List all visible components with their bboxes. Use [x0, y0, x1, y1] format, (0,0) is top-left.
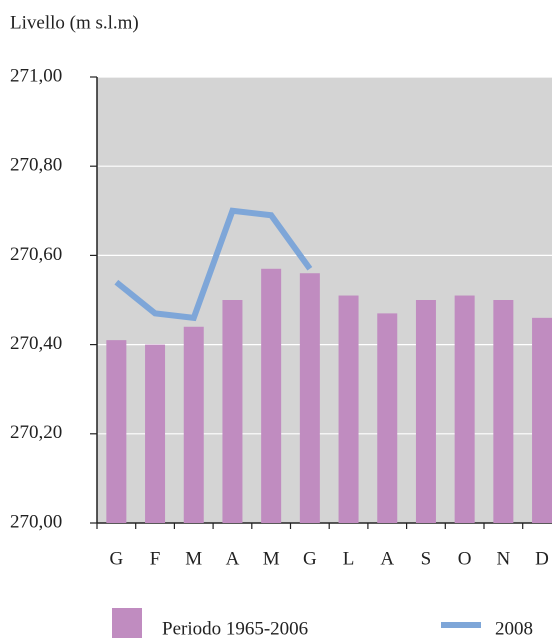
bar [454, 295, 475, 523]
legend-swatch [112, 608, 142, 638]
y-tick-label: 270,40 [10, 333, 62, 354]
x-tick-label: M [263, 548, 280, 569]
x-tick-label: F [150, 548, 161, 569]
y-tick-label: 270,20 [10, 422, 62, 443]
x-tick-label: G [303, 548, 317, 569]
bar [106, 340, 127, 523]
x-tick-label: S [421, 548, 432, 569]
bar [532, 317, 552, 523]
bar [299, 273, 320, 523]
legend-label: 2008 [495, 618, 533, 639]
x-tick-label: N [496, 548, 510, 569]
bar [145, 344, 166, 523]
x-tick-label: M [185, 548, 202, 569]
bar [377, 313, 398, 523]
bar [338, 295, 359, 523]
legend-label: Periodo 1965-2006 [162, 618, 308, 639]
y-tick-label: 270,60 [10, 244, 62, 265]
bar [415, 300, 436, 523]
x-tick-label: O [458, 548, 472, 569]
x-tick-label: G [109, 548, 123, 569]
x-tick-label: A [380, 548, 394, 569]
plot-background [97, 77, 552, 523]
bar [493, 300, 514, 523]
line [114, 207, 313, 322]
y-axis-title: Livello (m s.l.m) [10, 12, 139, 33]
y-tick-label: 271,00 [10, 65, 62, 86]
x-tick-label: A [226, 548, 240, 569]
bar [261, 268, 282, 523]
x-tick-label: L [343, 548, 355, 569]
y-tick-label: 270,80 [10, 155, 62, 176]
x-tick-label: D [535, 548, 549, 569]
bar [222, 300, 243, 523]
y-tick-label: 270,00 [10, 511, 62, 532]
bar [183, 326, 204, 523]
